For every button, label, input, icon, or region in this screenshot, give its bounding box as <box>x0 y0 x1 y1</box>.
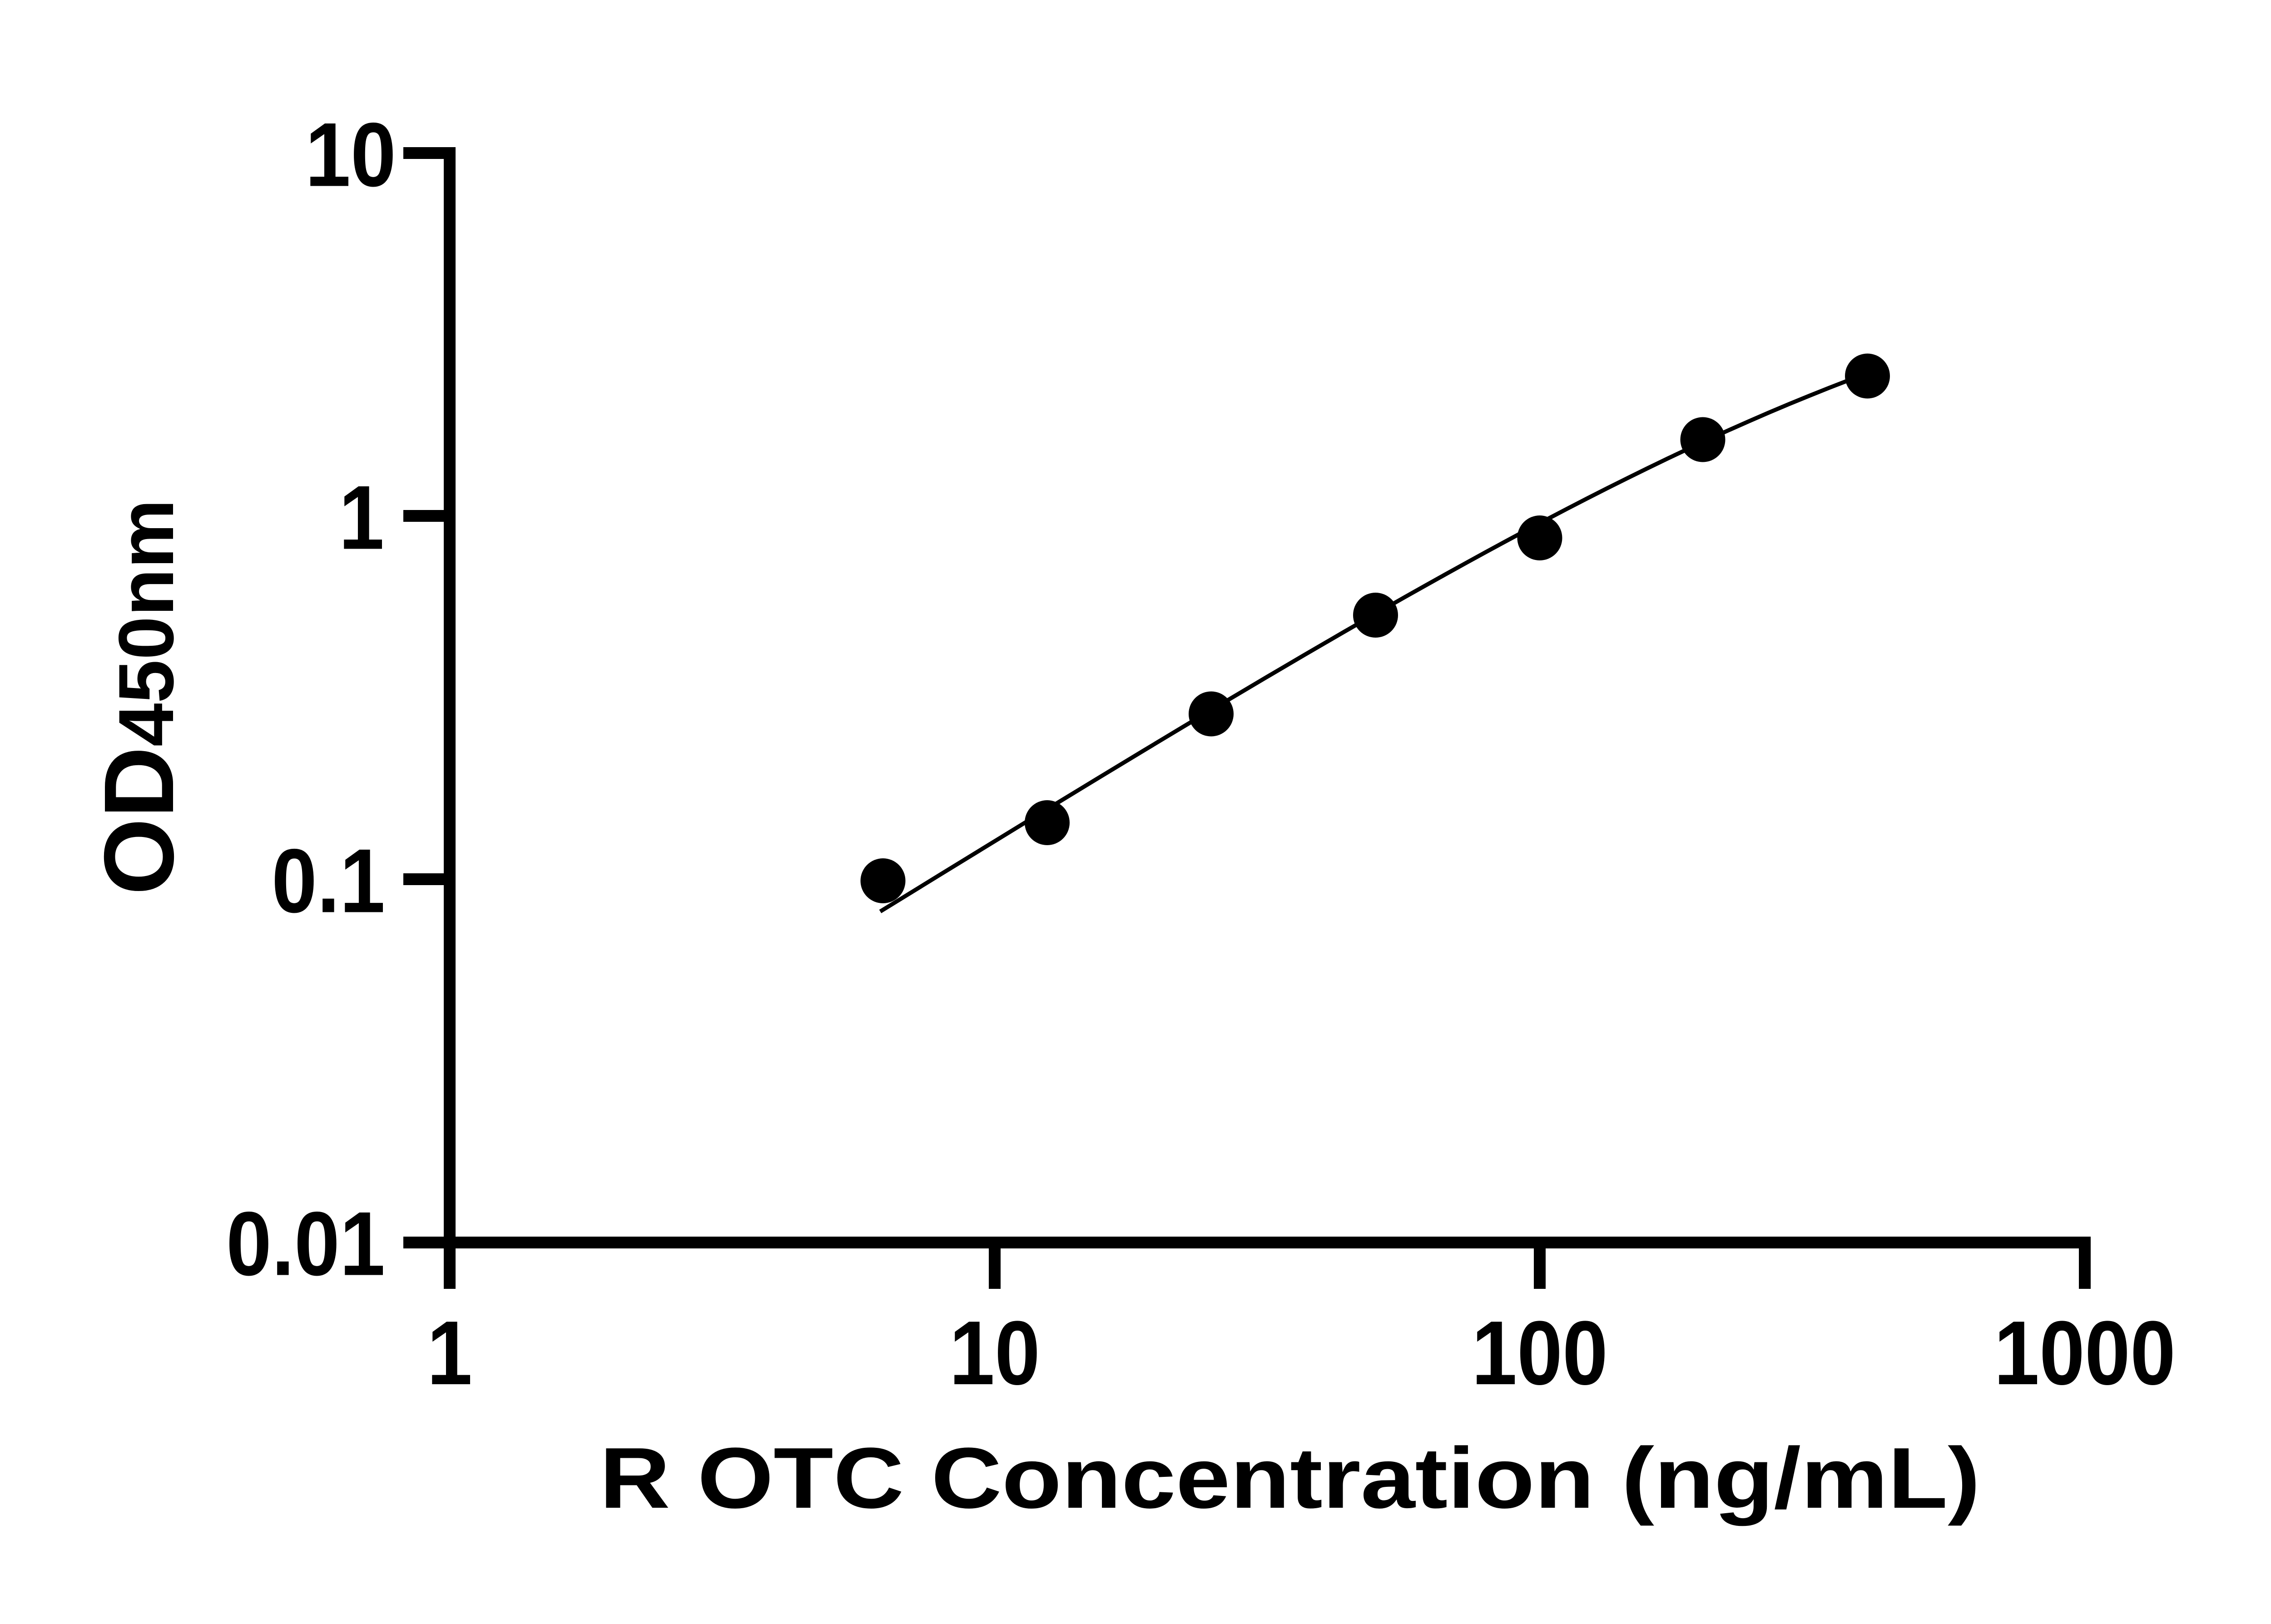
svg-text:1: 1 <box>427 1302 472 1404</box>
svg-text:R OTC Concentration (ng/mL): R OTC Concentration (ng/mL) <box>600 1430 1980 1526</box>
svg-text:0.01: 0.01 <box>226 1193 385 1295</box>
svg-text:10: 10 <box>305 104 396 206</box>
svg-text:1: 1 <box>339 467 384 569</box>
svg-text:10: 10 <box>949 1302 1040 1404</box>
svg-text:100: 100 <box>1472 1302 1608 1404</box>
svg-text:0.1: 0.1 <box>272 831 385 932</box>
svg-text:1000: 1000 <box>1994 1302 2176 1404</box>
svg-text:OD450nm: OD450nm <box>84 499 194 895</box>
